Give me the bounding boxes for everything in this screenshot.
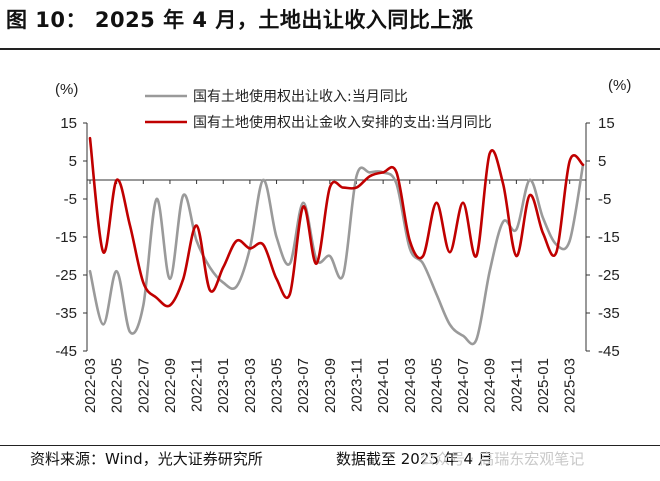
x-tick-label: 2022-05 <box>109 358 126 413</box>
x-tick-label: 2025-03 <box>562 358 579 413</box>
right-y-tick-label: 15 <box>598 115 615 132</box>
left-y-tick-label: -35 <box>55 305 77 322</box>
right-y-tick-label: -5 <box>598 191 611 208</box>
legend: 国有土地使用权出让收入:当月同比 国有土地使用权出让金收入安排的支出:当月同比 <box>145 88 492 131</box>
series-line-land-revenue <box>88 163 585 346</box>
x-tick-label: 2022-03 <box>82 358 99 413</box>
left-y-tick-label: -45 <box>55 343 77 360</box>
right-y-tick-label: -25 <box>598 267 620 284</box>
x-tick-label: 2022-11 <box>189 358 206 412</box>
left-y-tick-label: -15 <box>55 229 77 246</box>
x-tick-label: 2023-03 <box>242 358 259 413</box>
left-y-tick-label: -25 <box>55 267 77 284</box>
x-tick-label: 2023-01 <box>215 358 232 413</box>
right-y-tick-label: -35 <box>598 305 620 322</box>
watermark: 公众号 · 高瑞东宏观笔记 <box>420 450 585 468</box>
x-tick-label: 2023-11 <box>348 358 365 412</box>
left-y-tick-label: 15 <box>60 115 77 132</box>
x-tick-label: 2024-05 <box>428 358 445 413</box>
legend-label-land-revenue: 国有土地使用权出让收入:当月同比 <box>193 88 408 105</box>
x-tick-label: 2023-07 <box>295 358 312 413</box>
legend-label-land-expenditure: 国有土地使用权出让金收入安排的支出:当月同比 <box>193 114 492 131</box>
source-note: 资料来源：Wind，光大证券研究所 <box>30 450 263 468</box>
left-y-tick-label: 5 <box>69 153 77 170</box>
x-tick-label: 2024-11 <box>508 358 525 412</box>
x-tick-label: 2022-09 <box>162 358 179 413</box>
series-line-land-expenditure <box>88 136 585 308</box>
x-tick-label: 2024-09 <box>482 358 499 413</box>
x-tick-label: 2025-01 <box>535 358 552 413</box>
top-divider <box>0 48 660 50</box>
right-y-tick-label: -15 <box>598 229 620 246</box>
x-tick-label: 2023-05 <box>269 358 286 413</box>
x-tick-label: 2024-07 <box>455 358 472 413</box>
data-cutoff-note: 数据截至 2025 年 4 月 <box>336 450 493 468</box>
bottom-divider <box>0 445 660 446</box>
figure-title: 图 10： 2025 年 4 月，土地出让收入同比上涨 <box>6 8 474 32</box>
left-y-tick-label: -5 <box>64 191 77 208</box>
right-y-tick-label: 5 <box>598 153 606 170</box>
line-chart: (%) (%) 国有土地使用权出让收入:当月同比 国有土地使用权出让金收入安排的… <box>55 77 631 413</box>
x-tick-label: 2024-01 <box>375 358 392 413</box>
right-y-tick-label: -45 <box>598 343 620 360</box>
right-axis-unit: (%) <box>608 77 631 94</box>
left-axis-unit: (%) <box>55 81 78 98</box>
x-tick-label: 2022-07 <box>135 358 152 413</box>
x-tick-label: 2024-03 <box>402 358 419 413</box>
x-tick-label: 2023-09 <box>322 358 339 413</box>
